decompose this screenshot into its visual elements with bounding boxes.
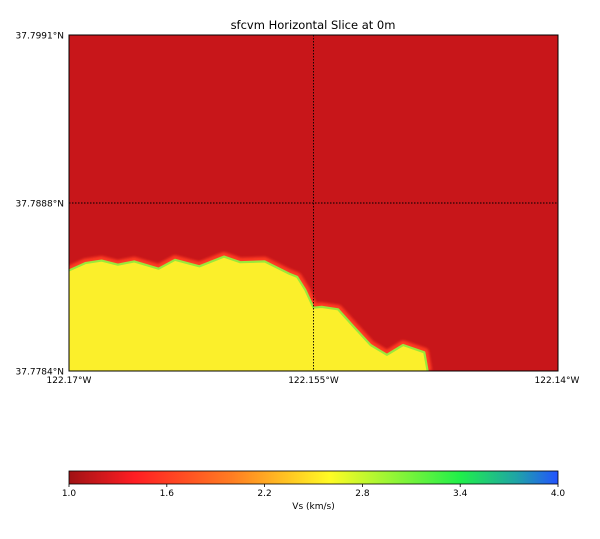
plot-area <box>69 35 558 371</box>
colorbar-label: Vs (km/s) <box>292 502 334 512</box>
boundary-line <box>69 255 429 371</box>
x-tick-label: 122.17°W <box>47 376 92 386</box>
colorbar: 1.0 1.6 2.2 2.8 3.4 4.0 Vs (km/s) <box>62 470 566 512</box>
x-tick-label: 122.14°W <box>535 376 580 386</box>
colorbar-tick-label: 2.8 <box>355 489 370 499</box>
colorbar-gradient <box>68 470 559 485</box>
colorbar-tick-label: 2.2 <box>257 489 271 499</box>
x-tick-label: 122.155°W <box>288 376 339 386</box>
colorbar-tick-label: 3.4 <box>453 489 468 499</box>
y-tick-label: 37.7991°N <box>16 32 64 42</box>
colorbar-tick-label: 4.0 <box>551 489 566 499</box>
lower-region <box>69 256 428 371</box>
chart-title: sfcvm Horizontal Slice at 0m <box>231 18 396 32</box>
colorbar-tick-label: 1.0 <box>62 489 77 499</box>
colorbar-tick-label: 1.6 <box>160 489 175 499</box>
y-tick-label: 37.7888°N <box>16 200 64 210</box>
y-tick-label: 37.7784°N <box>16 368 64 378</box>
plot-frame <box>68 34 559 372</box>
